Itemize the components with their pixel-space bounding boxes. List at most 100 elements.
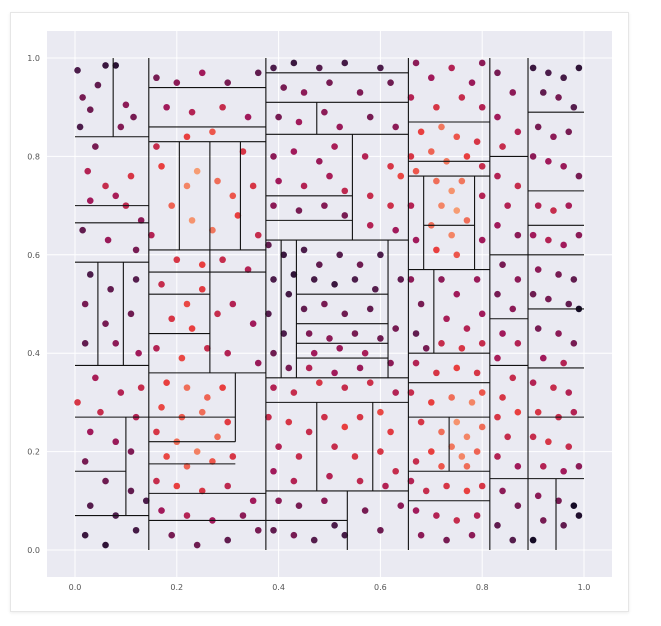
data-point — [392, 467, 399, 475]
data-point — [550, 133, 557, 141]
data-point — [514, 502, 522, 509]
data-point — [265, 310, 272, 318]
data-point — [448, 187, 455, 195]
data-point — [326, 472, 333, 480]
data-point — [153, 143, 160, 150]
data-point — [117, 123, 125, 131]
data-point — [529, 153, 537, 160]
data-point — [433, 246, 440, 254]
data-point — [392, 123, 399, 131]
data-point — [214, 177, 221, 185]
data-point — [173, 256, 181, 264]
data-point — [102, 477, 109, 485]
data-point — [565, 389, 573, 396]
data-point — [198, 69, 206, 77]
data-point — [499, 261, 506, 268]
data-point — [137, 384, 145, 391]
data-point — [377, 408, 384, 416]
data-point — [575, 463, 583, 470]
data-point — [448, 394, 455, 401]
data-point — [458, 344, 466, 352]
data-point — [428, 448, 435, 455]
data-point — [142, 497, 150, 505]
data-point — [153, 477, 160, 485]
data-point — [290, 271, 298, 278]
data-point — [209, 226, 216, 234]
data-point — [356, 413, 364, 421]
data-point — [163, 453, 170, 460]
x-tick-label: 0.6 — [374, 583, 387, 592]
data-point — [529, 433, 537, 441]
data-point — [79, 94, 86, 101]
data-point — [81, 458, 89, 465]
data-point — [316, 64, 323, 72]
data-point — [214, 310, 221, 318]
data-point — [300, 246, 308, 254]
data-point — [285, 290, 293, 298]
data-point — [438, 463, 445, 470]
data-point — [351, 330, 359, 337]
data-point — [336, 251, 343, 259]
data-point — [336, 123, 343, 131]
data-point — [407, 202, 415, 209]
data-point — [478, 340, 486, 347]
data-point — [560, 359, 567, 367]
data-point — [92, 143, 99, 150]
data-point — [249, 320, 257, 327]
data-point — [137, 217, 145, 224]
data-point — [331, 369, 338, 377]
data-point — [219, 256, 226, 264]
data-point — [448, 231, 455, 239]
data-point — [305, 330, 313, 337]
data-point — [97, 408, 104, 416]
data-point — [214, 433, 221, 441]
data-point — [219, 384, 226, 391]
data-point — [514, 408, 522, 416]
data-point — [193, 448, 201, 455]
data-point — [478, 482, 486, 490]
data-point — [417, 531, 425, 539]
data-point — [438, 123, 445, 131]
data-point — [132, 246, 140, 254]
data-point — [463, 487, 471, 495]
data-point — [132, 276, 140, 283]
data-point — [249, 497, 257, 505]
data-point — [545, 69, 552, 77]
y-tick-label: 0.0 — [27, 546, 40, 555]
data-point — [387, 428, 394, 436]
data-point — [102, 320, 109, 327]
data-point — [163, 103, 170, 111]
data-point — [478, 423, 486, 431]
data-point — [254, 359, 262, 367]
data-point — [254, 526, 262, 534]
data-point — [468, 79, 476, 86]
data-point — [448, 64, 455, 72]
data-point — [127, 487, 135, 495]
data-point — [499, 487, 506, 495]
data-point — [438, 340, 445, 347]
data-point — [463, 217, 471, 224]
data-point — [153, 74, 160, 82]
data-point — [326, 335, 333, 342]
data-point — [422, 487, 430, 495]
data-point — [356, 477, 364, 485]
data-point — [478, 389, 486, 396]
data-point — [377, 251, 384, 259]
data-point — [494, 453, 501, 460]
x-tick-label: 0.4 — [272, 583, 285, 592]
data-point — [468, 399, 476, 406]
data-point — [188, 217, 196, 224]
data-point — [443, 536, 450, 544]
y-tick-label: 0.8 — [27, 152, 40, 161]
data-point — [539, 89, 547, 96]
data-point — [499, 330, 506, 337]
data-point — [81, 300, 89, 308]
data-point — [478, 162, 486, 170]
data-point — [412, 330, 420, 337]
data-point — [102, 182, 109, 190]
x-tick-label: 0.8 — [476, 583, 489, 592]
data-point — [534, 325, 542, 332]
data-point — [331, 522, 338, 529]
data-point — [331, 443, 338, 450]
data-point — [275, 113, 282, 121]
